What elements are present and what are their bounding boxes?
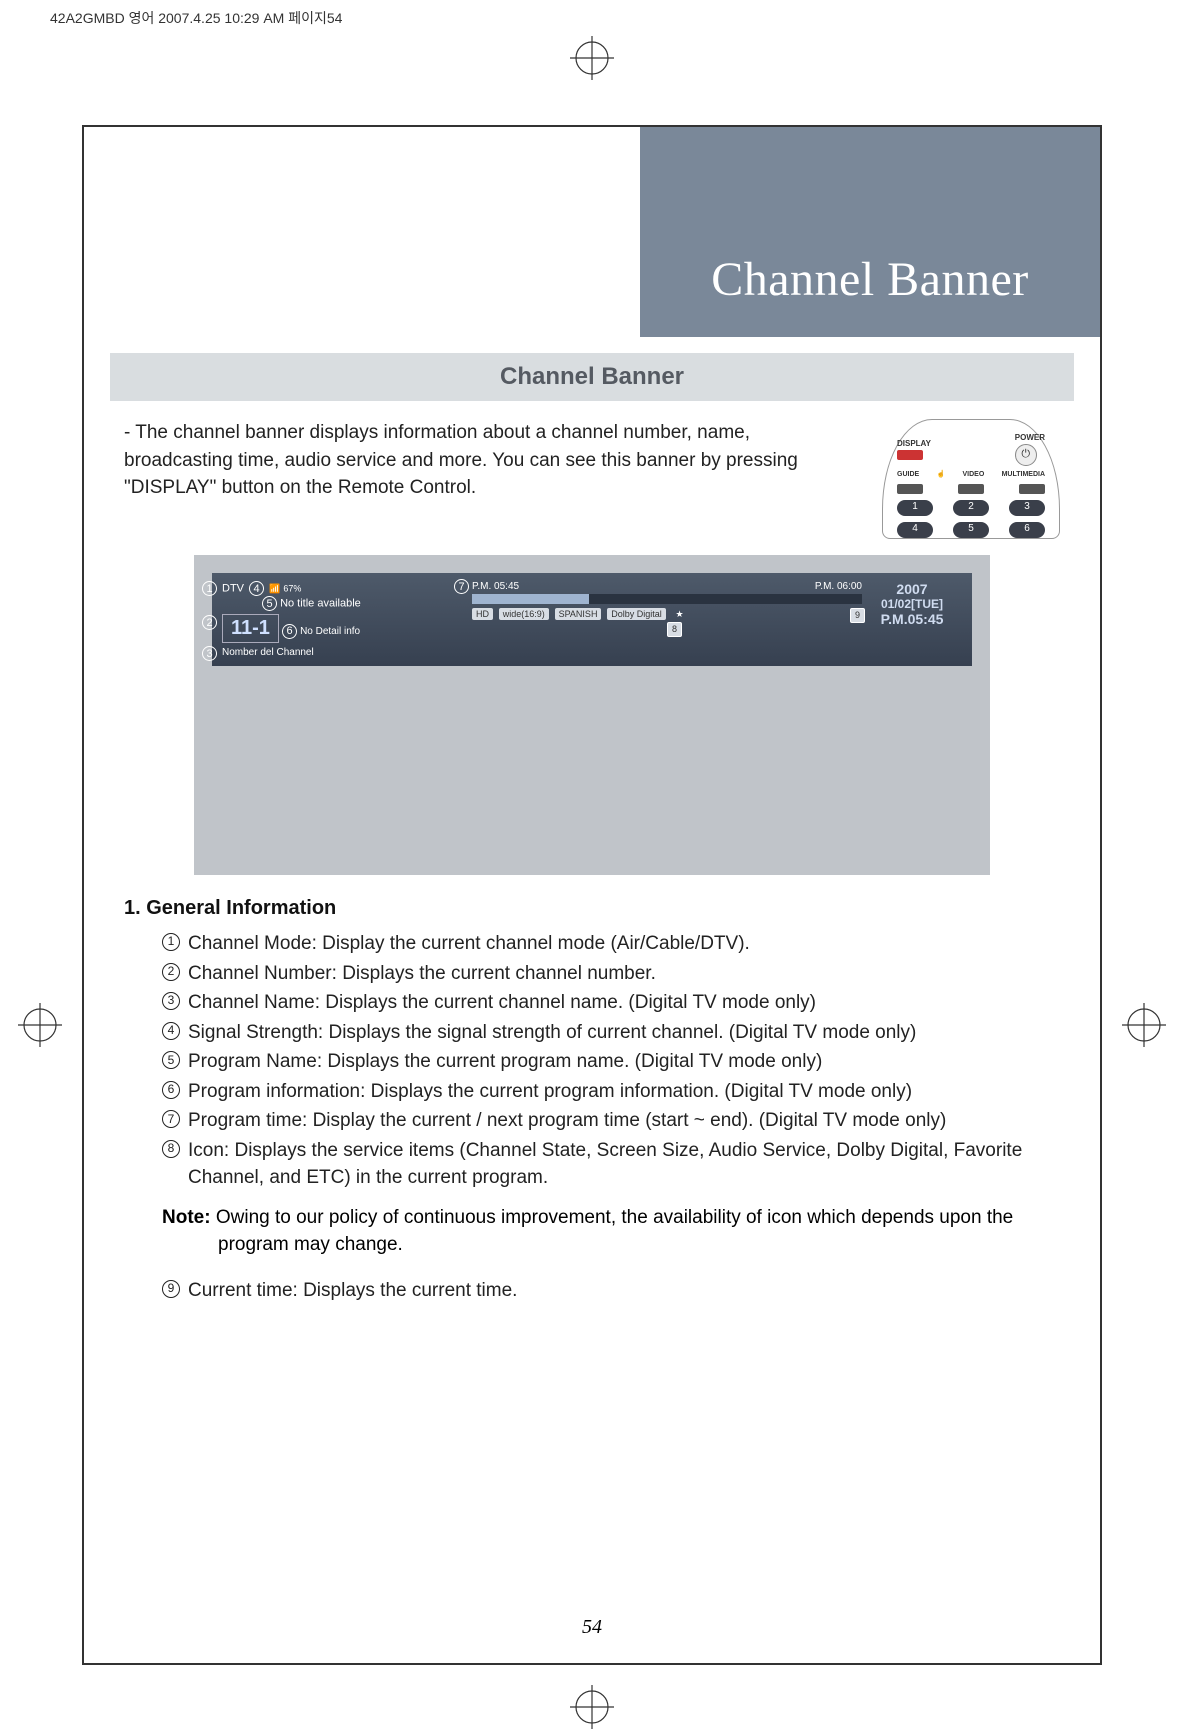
callout-9: 9 xyxy=(850,608,865,623)
remote-power-label: POWER xyxy=(1015,432,1045,444)
banner-time-start: P.M. 05:45 xyxy=(472,581,519,592)
gi-item: 4Signal Strength: Displays the signal st… xyxy=(162,1019,1060,1047)
gi-list: 1Channel Mode: Display the current chann… xyxy=(124,930,1060,1192)
badge-wide: wide(16:9) xyxy=(499,608,549,620)
badge-star: ★ xyxy=(672,608,688,621)
banner-channel-name: Nomber del Channel xyxy=(222,647,314,658)
remote-num-3: 3 xyxy=(1009,500,1045,516)
remote-num-4: 4 xyxy=(897,522,933,538)
banner-now: P.M.05:45 xyxy=(862,611,962,627)
banner-channel-number: 11-1 xyxy=(222,614,279,643)
remote-illustration: DISPLAY POWER⏻ GUIDE ☝ VIDEO MULTIMEDIA … xyxy=(882,419,1060,539)
remote-num-5: 5 xyxy=(953,522,989,538)
title-block: Channel Banner xyxy=(640,127,1100,337)
badge-dolby: Dolby Digital xyxy=(607,608,666,620)
remote-num-6: 6 xyxy=(1009,522,1045,538)
banner-badges: HD wide(16:9) SPANISH Dolby Digital ★ 8 … xyxy=(472,608,862,621)
remote-mid-button xyxy=(958,484,984,494)
banner-date-box: 2007 01/02[TUE] P.M.05:45 xyxy=(862,581,962,658)
gi-item: 8Icon: Displays the service items (Chann… xyxy=(162,1137,1060,1192)
callout-4: 4 xyxy=(249,581,264,596)
banner-year: 2007 xyxy=(862,581,962,597)
crop-mark-right xyxy=(1122,995,1166,1060)
remote-multimedia-label: MULTIMEDIA xyxy=(1002,470,1045,480)
remote-mid-button xyxy=(1019,484,1045,494)
banner-mode: DTV xyxy=(222,583,244,595)
banner-date: 01/02[TUE] xyxy=(862,597,962,611)
banner-figure: 1 DTV 4 📶 67% 5 No title available 2 11-… xyxy=(194,555,990,875)
gi-item: 1Channel Mode: Display the current chann… xyxy=(162,930,1060,958)
remote-video-label: VIDEO xyxy=(962,470,984,480)
banner-time-end: P.M. 06:00 xyxy=(815,581,862,592)
gi-list-2: 9Current time: Displays the current time… xyxy=(124,1277,1060,1305)
remote-num-2: 2 xyxy=(953,500,989,516)
intro-text: - The channel banner displays informatio… xyxy=(124,419,858,539)
banner-no-title: No title available xyxy=(280,598,361,610)
callout-1: 1 xyxy=(202,581,217,596)
banner-progress xyxy=(472,594,862,604)
callout-6: 6 xyxy=(282,624,297,639)
badge-hd: HD xyxy=(472,608,493,620)
page-title: Channel Banner xyxy=(711,252,1029,307)
page-number: 54 xyxy=(84,1616,1100,1639)
banner-no-detail: No Detail info xyxy=(300,626,360,637)
gi-item: 9Current time: Displays the current time… xyxy=(162,1277,1060,1305)
remote-display-label: DISPLAY xyxy=(897,438,931,450)
gi-item: 3Channel Name: Displays the current chan… xyxy=(162,989,1060,1017)
gi-note: Note: Owing to our policy of continuous … xyxy=(162,1204,1060,1259)
general-info: 1. General Information 1Channel Mode: Di… xyxy=(124,897,1060,1305)
banner-signal: 67% xyxy=(283,584,301,594)
remote-hand-icon: ☝ xyxy=(936,470,945,480)
remote-mid-button xyxy=(897,484,923,494)
callout-8: 8 xyxy=(667,622,682,637)
badge-spanish: SPANISH xyxy=(555,608,602,620)
gi-item: 2Channel Number: Displays the current ch… xyxy=(162,960,1060,988)
remote-num-1: 1 xyxy=(897,500,933,516)
callout-3: 3 xyxy=(202,646,217,661)
callout-7: 7 xyxy=(454,579,469,594)
remote-power-button: ⏻ xyxy=(1015,444,1037,466)
crop-mark-bottom xyxy=(0,1685,1184,1734)
section-header: Channel Banner xyxy=(110,353,1074,401)
intro-row: - The channel banner displays informatio… xyxy=(124,419,1060,539)
gi-item: 5Program Name: Displays the current prog… xyxy=(162,1048,1060,1076)
remote-guide-label: GUIDE xyxy=(897,470,919,480)
callout-5: 5 xyxy=(262,596,277,611)
gi-item: 7Program time: Display the current / nex… xyxy=(162,1107,1060,1135)
gi-item: 6Program information: Displays the curre… xyxy=(162,1078,1060,1106)
remote-display-button xyxy=(897,450,923,460)
print-header: 42A2GMBD 영어 2007.4.25 10:29 AM 페이지54 xyxy=(0,0,1184,36)
channel-banner-box: 1 DTV 4 📶 67% 5 No title available 2 11-… xyxy=(212,573,972,666)
crop-mark-top xyxy=(0,36,1184,85)
crop-mark-left xyxy=(18,995,62,1060)
callout-2: 2 xyxy=(202,615,217,630)
gi-header: 1. General Information xyxy=(124,897,1060,920)
page-frame: Channel Banner Channel Banner - The chan… xyxy=(82,125,1102,1665)
